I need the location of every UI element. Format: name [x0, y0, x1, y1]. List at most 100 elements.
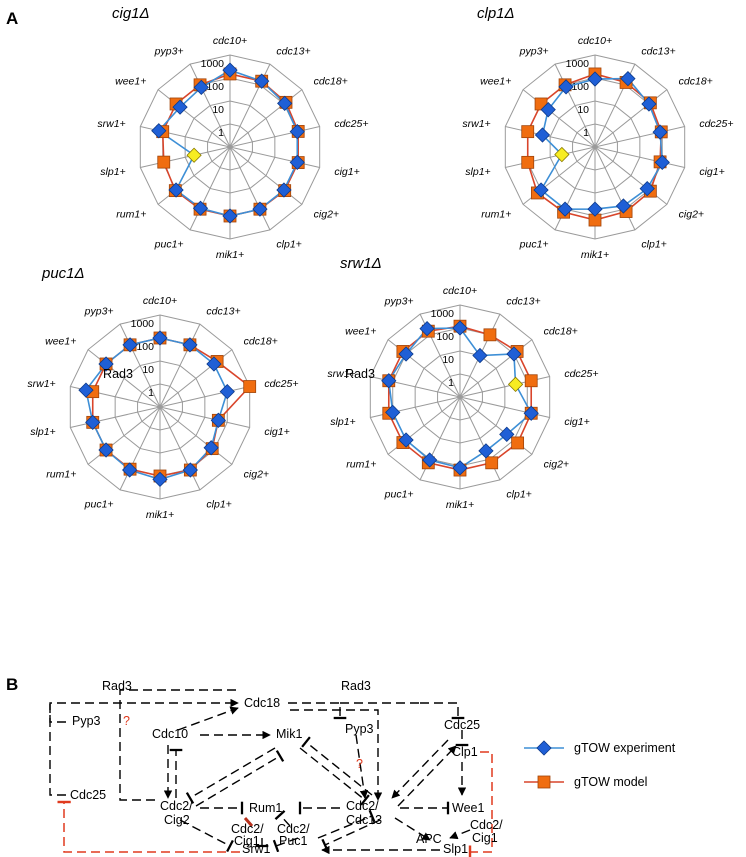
experiment-point [276, 182, 292, 198]
axis-label: pyp3+ [519, 46, 549, 58]
axis-label: cdc10+ [143, 295, 177, 307]
experiment-point [587, 71, 603, 87]
axis-label: slp1+ [330, 416, 355, 428]
panel-a-label: A [6, 9, 18, 28]
axis-label: mik1+ [146, 509, 174, 521]
experiment-point [78, 382, 94, 398]
model-point [521, 125, 535, 139]
experiment-point [385, 404, 401, 420]
edge-srw1-cdc25-red [57, 800, 240, 853]
experiment-point [381, 373, 397, 389]
axis-label: srw1+ [327, 368, 355, 380]
tick-label: 10 [577, 104, 589, 116]
node-cdc2-cig1-right-line1: Cdc2/ [470, 818, 503, 832]
grid-spoke [189, 63, 231, 148]
experiment-point [182, 337, 198, 353]
axis-label: rum1+ [46, 469, 76, 481]
node-cdc25-top: Cdc25 [444, 718, 481, 732]
grid-spoke [229, 126, 320, 148]
experiment-point [252, 201, 268, 217]
tick-label: 100 [436, 331, 454, 343]
edge-left-loop [49, 703, 66, 796]
axis-label: slp1+ [465, 166, 490, 178]
axis-label: cdc25+ [564, 368, 598, 380]
experiment-point [85, 414, 101, 430]
radar-title: srw1Δ [340, 255, 382, 272]
experiment-point [615, 198, 632, 214]
model-point [524, 374, 538, 388]
experiment-point [478, 443, 494, 459]
experiment-point [472, 347, 488, 364]
tick-label: 1000 [566, 58, 590, 70]
axis-label: clp1+ [506, 488, 531, 500]
edge-cig2-mik1 [195, 750, 285, 807]
edge-puc1-srw1 [272, 837, 299, 853]
radar-chart-3: puc1Δ 1 10 100 1000 cdc10+ cdc13+ cdc18+ cdc25+ c… [27, 265, 298, 521]
experiment-point [641, 96, 657, 112]
model-point [243, 380, 257, 393]
edge-cdc2-to-cdc18 [49, 698, 239, 723]
axis-label: cdc13+ [206, 306, 240, 318]
axis-label: cdc13+ [276, 46, 310, 58]
legend-experiment-label: gTOW experiment [574, 741, 676, 755]
experiment-point [289, 124, 305, 140]
node-cdc2-puc1-line2: Puc1 [279, 834, 308, 848]
node-cdc2-puc1-line1: Cdc2/ [277, 822, 310, 836]
axis-label: pyp3+ [384, 296, 414, 308]
tick-label: 10 [442, 354, 454, 366]
node-rum1: Rum1 [249, 801, 283, 815]
experiment-point [534, 127, 551, 143]
grid-spoke [70, 406, 161, 428]
axis-label: cig1+ [264, 426, 289, 438]
experiment-point [277, 95, 293, 112]
axis-label: clp1+ [206, 498, 231, 510]
edge-rad3-pyp3 [288, 702, 347, 720]
node-slp1: Slp1 [443, 842, 469, 856]
experiment-point [419, 320, 435, 337]
axis-label: srw1+ [27, 378, 55, 390]
grid-spoke [140, 146, 231, 168]
experiment-point [422, 452, 438, 468]
edge-cig2-srw1 [179, 819, 234, 853]
axis-label: clp1+ [276, 238, 301, 250]
experiment-point [98, 442, 114, 458]
radar-charts: cig1Δ 1 10 100 1000 cdc10+ cdc13+ cdc18+ cdc25+ c… [27, 5, 733, 521]
axis-label: clp1+ [641, 238, 666, 250]
question-mark-2: ? [123, 714, 130, 728]
axis-label: cdc13+ [506, 296, 540, 308]
node-mik1: Mik1 [276, 727, 303, 741]
edge-cdc13-srw1 [321, 819, 381, 852]
experiment-point-highlight [554, 146, 570, 163]
axis-label: slp1+ [100, 166, 125, 178]
tick-label: 1 [218, 127, 224, 139]
experiment-point [499, 426, 515, 442]
tick-label: 1 [448, 377, 454, 389]
grid-spoke [189, 146, 231, 231]
experiment-point [172, 99, 188, 115]
experiment-point [182, 462, 198, 478]
experiment-point [652, 124, 668, 140]
tick-label: 1000 [131, 318, 155, 330]
axis-label: cig2+ [314, 209, 339, 221]
grid-spoke [229, 146, 271, 231]
experiment-point [533, 182, 549, 198]
axis-label: cdc18+ [314, 75, 348, 87]
legend-model-label: gTOW model [574, 775, 647, 789]
radar-chart-4: srw1Δ 1 10 100 1000 cdc10+ cdc13+ cdc18+ cdc25+ c… [327, 255, 598, 511]
axis-label: cdc25+ [699, 118, 733, 130]
experiment-point [452, 320, 468, 336]
edge-cig1r-apc [449, 829, 471, 840]
legend-model-marker [537, 775, 551, 789]
node-cdc2-cig1-line2: Cig1 [234, 834, 260, 848]
radar-title: cig1Δ [112, 5, 150, 22]
axis-label: cig2+ [244, 469, 269, 481]
radar-chart-1: cig1Δ 1 10 100 1000 cdc10+ cdc13+ cdc18+ cdc25+ c… [97, 5, 368, 261]
experiment-point-highlight [186, 147, 202, 163]
node-cdc2-cig2-line2: Cig2 [164, 813, 190, 827]
axis-label: slp1+ [30, 426, 55, 438]
node-pyp3-top: Pyp3 [345, 722, 374, 736]
axis-label: wee1+ [115, 75, 146, 87]
model-point [521, 155, 535, 169]
axis-label: cig2+ [679, 209, 704, 221]
